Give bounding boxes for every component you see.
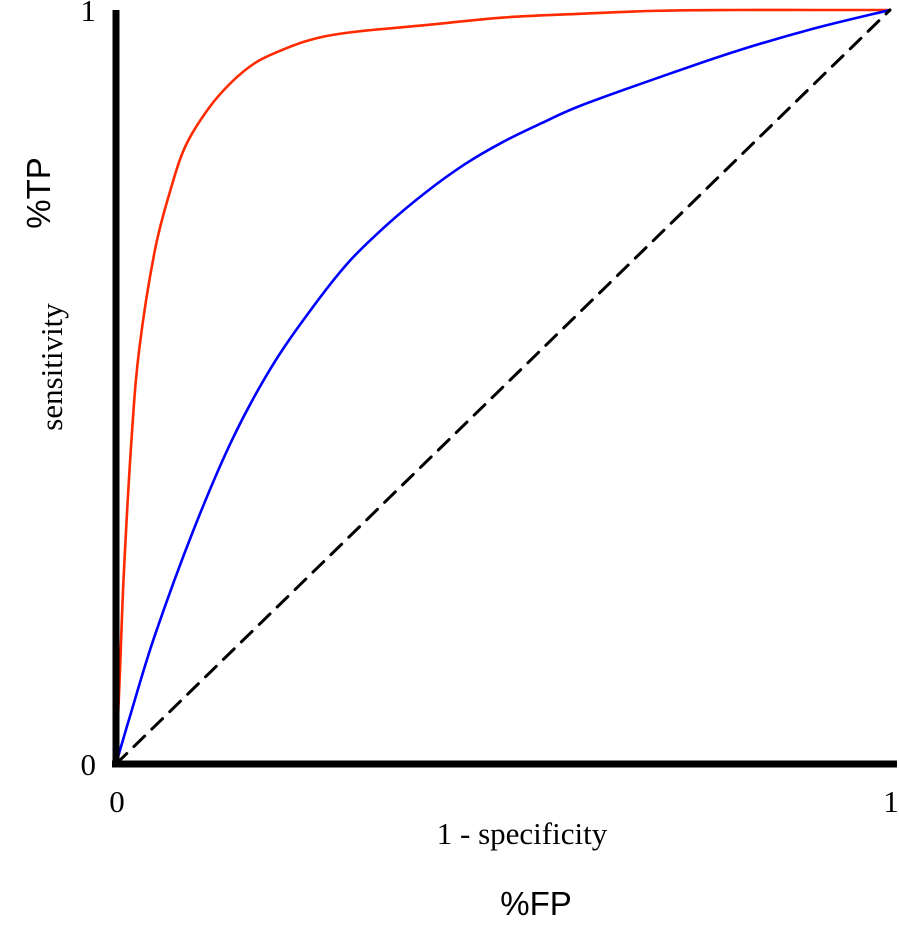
- y-tick-layer: 01: [81, 0, 97, 782]
- y-tick-label-0: 0: [81, 747, 97, 782]
- y-axis-extra-label: %TP: [20, 157, 57, 229]
- x-axis-label: 1 - specificity: [437, 816, 608, 851]
- x-tick-label-0: 0: [109, 784, 125, 819]
- series-line-2: [114, 8, 892, 766]
- series-line-1: [114, 8, 892, 766]
- x-axis-extra-label: %FP: [500, 885, 572, 922]
- y-axis-label: sensitivity: [34, 303, 69, 431]
- series-line-0: [114, 8, 892, 766]
- series-layer: [114, 8, 892, 766]
- y-tick-label-1: 1: [81, 0, 97, 28]
- x-tick-label-1: 1: [883, 784, 899, 819]
